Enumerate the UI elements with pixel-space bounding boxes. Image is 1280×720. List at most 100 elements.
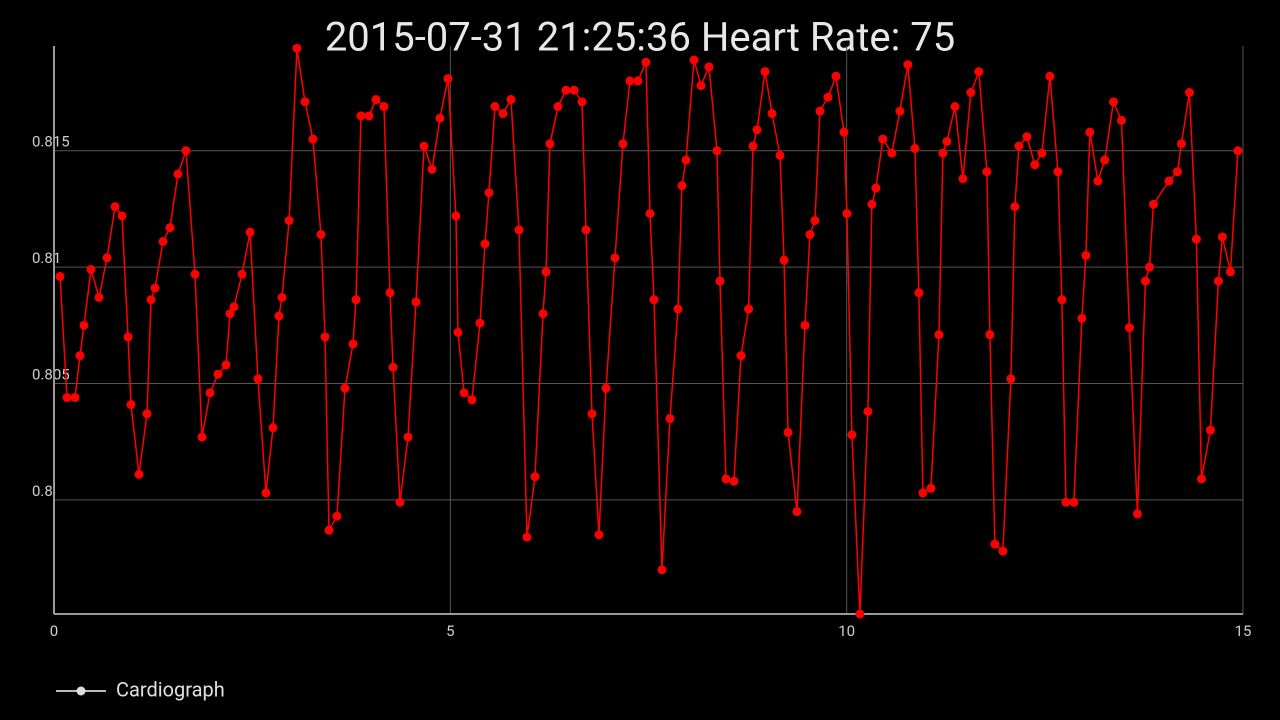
data-point — [356, 111, 366, 121]
data-point — [324, 525, 334, 535]
data-point — [79, 320, 89, 330]
data-point — [910, 143, 920, 153]
data-point — [385, 288, 395, 298]
data-point — [351, 295, 361, 305]
chart-title: 2015-07-31 21:25:36 Heart Rate: 75 — [325, 14, 955, 61]
data-point — [490, 102, 500, 112]
y-tick-label: 0.815 — [32, 133, 70, 151]
data-point — [1108, 97, 1118, 107]
data-point — [498, 109, 508, 119]
data-point — [729, 476, 739, 486]
data-point — [126, 399, 136, 409]
data-point — [332, 511, 342, 521]
data-point — [1196, 474, 1206, 484]
data-point — [1124, 323, 1134, 333]
data-point — [1213, 276, 1223, 286]
data-point — [918, 488, 928, 498]
data-point — [805, 230, 815, 240]
data-point — [213, 369, 223, 379]
data-point — [1010, 202, 1020, 212]
data-point — [117, 211, 127, 221]
data-point — [1191, 234, 1201, 244]
data-point — [561, 85, 571, 95]
data-point — [974, 67, 984, 77]
data-point — [514, 225, 524, 235]
y-tick-label: 0.81 — [32, 249, 61, 267]
data-point — [225, 309, 235, 319]
data-point — [696, 81, 706, 91]
data-point — [779, 255, 789, 265]
y-tick-label: 0.8 — [32, 482, 53, 500]
data-point — [1148, 199, 1158, 209]
data-point — [958, 174, 968, 184]
data-point — [1184, 88, 1194, 98]
data-point — [316, 230, 326, 240]
data-point — [134, 469, 144, 479]
data-point — [253, 374, 263, 384]
data-point — [411, 297, 421, 307]
data-point — [190, 269, 200, 279]
data-point — [815, 106, 825, 116]
data-point — [268, 423, 278, 433]
data-point — [985, 330, 995, 340]
data-point — [587, 409, 597, 419]
data-point — [229, 302, 239, 312]
data-point — [1069, 497, 1079, 507]
data-point — [261, 488, 271, 498]
data-point — [1144, 262, 1154, 272]
data-point — [1132, 509, 1142, 519]
data-point — [86, 264, 96, 274]
data-point — [831, 71, 841, 81]
data-point — [284, 216, 294, 226]
data-point — [1140, 276, 1150, 286]
data-point — [610, 253, 620, 263]
data-point — [123, 332, 133, 342]
data-point — [142, 409, 152, 419]
data-point — [538, 309, 548, 319]
data-point — [871, 183, 881, 193]
data-point — [633, 76, 643, 86]
data-point — [618, 139, 628, 149]
series-line — [59, 48, 1239, 615]
legend-swatch-dot — [76, 686, 86, 696]
data-point — [1045, 71, 1055, 81]
data-point — [274, 311, 284, 321]
data-point — [443, 74, 453, 84]
data-point — [1176, 139, 1186, 149]
data-point — [1030, 160, 1040, 170]
data-point — [800, 320, 810, 330]
data-point — [878, 134, 888, 144]
data-point — [1093, 176, 1103, 186]
data-point — [467, 395, 477, 405]
data-point — [581, 225, 591, 235]
data-point — [292, 43, 302, 53]
data-point — [379, 102, 389, 112]
data-point — [451, 211, 461, 221]
data-point — [569, 85, 579, 95]
data-point — [1037, 148, 1047, 158]
data-point — [982, 167, 992, 177]
data-point — [867, 199, 877, 209]
data-point — [541, 267, 551, 277]
data-point — [863, 406, 873, 416]
data-point — [522, 532, 532, 542]
data-point — [677, 181, 687, 191]
data-point — [1217, 232, 1227, 242]
data-point — [300, 97, 310, 107]
x-tick-label: 10 — [838, 622, 855, 640]
data-point — [308, 134, 318, 144]
data-point — [110, 202, 120, 212]
data-point — [1053, 167, 1063, 177]
data-point — [70, 393, 80, 403]
data-point — [783, 427, 793, 437]
data-point — [810, 216, 820, 226]
data-point — [1085, 127, 1095, 137]
y-tick-label: 0.805 — [32, 366, 70, 384]
data-point — [855, 609, 865, 619]
data-point — [966, 88, 976, 98]
data-point — [340, 383, 350, 393]
data-point — [792, 507, 802, 517]
data-point — [673, 304, 683, 314]
data-point — [1205, 425, 1215, 435]
data-point — [823, 92, 833, 102]
